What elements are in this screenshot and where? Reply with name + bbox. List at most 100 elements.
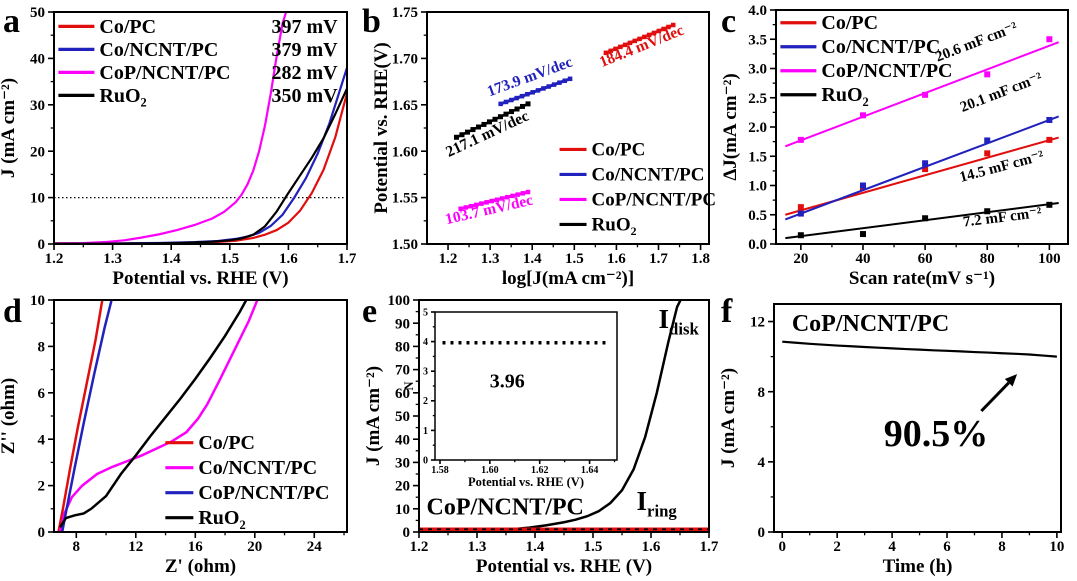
svg-text:2: 2	[38, 479, 46, 495]
svg-text:1.5: 1.5	[748, 149, 767, 165]
svg-text:0: 0	[423, 455, 428, 466]
svg-text:282 mV: 282 mV	[272, 62, 339, 84]
svg-text:80: 80	[980, 251, 995, 267]
svg-text:100: 100	[1038, 251, 1061, 267]
svg-text:10: 10	[30, 191, 45, 207]
svg-text:1.7: 1.7	[700, 539, 718, 555]
svg-text:379 mV: 379 mV	[272, 39, 339, 61]
svg-text:RuO2: RuO2	[592, 215, 637, 239]
svg-text:3.0: 3.0	[748, 62, 767, 78]
svg-text:4: 4	[758, 455, 766, 471]
svg-text:Potential vs. RHE (V): Potential vs. RHE (V)	[468, 475, 584, 489]
svg-text:1.60: 1.60	[392, 144, 418, 160]
svg-text:3.5: 3.5	[748, 32, 767, 48]
chart-oer-lsv: 1.2 1.3 1.4 1.5 1.6 1.7 0 10 20 30 40 50 Potential v…	[0, 3, 357, 289]
svg-text:0.5: 0.5	[748, 208, 767, 224]
svg-text:20: 20	[30, 144, 45, 160]
svg-text:16: 16	[188, 539, 204, 555]
svg-text:CoP/NCNT/PC: CoP/NCNT/PC	[792, 311, 949, 337]
svg-text:8: 8	[73, 539, 81, 555]
svg-text:8: 8	[758, 385, 766, 401]
svg-text:Co/NCNT/PC: Co/NCNT/PC	[592, 165, 705, 186]
svg-text:J (mA cm⁻²): J (mA cm⁻²)	[718, 368, 739, 468]
panel-a-oer-lsv: 1.2 1.3 1.4 1.5 1.6 1.7 0 10 20 30 40 50 Potential v…	[0, 0, 359, 290]
svg-text:CoP/NCNT/PC: CoP/NCNT/PC	[427, 495, 584, 521]
svg-text:1.4: 1.4	[523, 251, 542, 267]
svg-text:ΔJ(mA cm⁻²): ΔJ(mA cm⁻²)	[720, 73, 741, 180]
svg-text:J (mA cm⁻²): J (mA cm⁻²)	[0, 78, 19, 178]
svg-text:N: N	[402, 381, 416, 390]
svg-text:0.0: 0.0	[748, 237, 767, 253]
svg-text:d: d	[3, 293, 22, 330]
svg-text:5: 5	[423, 307, 428, 318]
svg-text:40: 40	[395, 432, 410, 448]
svg-text:20.1 mF cm⁻²: 20.1 mF cm⁻²	[958, 70, 1045, 116]
svg-text:1.4: 1.4	[162, 251, 181, 267]
svg-text:Co/PC: Co/PC	[592, 140, 646, 161]
panel-f-stability: 0 2 4 6 8 10 0 4 8 12 Time (h) J (mA cm⁻²) CoP/NCNT/…	[718, 290, 1077, 580]
svg-text:20: 20	[247, 539, 262, 555]
svg-text:1.75: 1.75	[392, 5, 418, 21]
svg-text:CoP/NCNT/PC: CoP/NCNT/PC	[592, 190, 717, 211]
svg-text:40: 40	[30, 52, 45, 68]
svg-text:1.2: 1.2	[439, 251, 458, 267]
svg-text:1.6: 1.6	[607, 251, 626, 267]
svg-text:Potential vs. RHE (V): Potential vs. RHE (V)	[112, 268, 288, 289]
chart-stability: 0 2 4 6 8 10 0 4 8 12 Time (h) J (mA cm⁻²) CoP/NCNT/…	[718, 293, 1064, 577]
svg-text:Potential vs. RHE (V): Potential vs. RHE (V)	[476, 556, 652, 577]
svg-text:4.0: 4.0	[748, 3, 767, 19]
svg-text:e: e	[362, 293, 377, 330]
svg-text:Potential vs. RHE(V): Potential vs. RHE(V)	[371, 42, 392, 214]
svg-text:b: b	[362, 3, 381, 40]
svg-text:1.6: 1.6	[642, 539, 661, 555]
svg-text:1.55: 1.55	[392, 191, 418, 207]
chart-rrde: 1.2 1.3 1.4 1.5 1.6 1.70102030405060708090100…	[362, 293, 718, 577]
svg-text:Co/NCNT/PC: Co/NCNT/PC	[821, 36, 940, 58]
svg-text:20: 20	[395, 479, 410, 495]
svg-text:RuO2: RuO2	[99, 85, 146, 110]
svg-text:0: 0	[38, 237, 46, 253]
svg-text:50: 50	[395, 409, 410, 425]
svg-text:CoP/NCNT/PC: CoP/NCNT/PC	[821, 60, 952, 82]
svg-text:70: 70	[395, 363, 410, 379]
svg-text:1.0: 1.0	[748, 179, 767, 195]
svg-text:4: 4	[38, 432, 46, 448]
svg-text:3: 3	[423, 367, 428, 378]
svg-text:4: 4	[888, 539, 896, 555]
svg-text:100: 100	[388, 293, 411, 309]
svg-text:90: 90	[395, 316, 410, 332]
svg-text:10: 10	[395, 502, 410, 518]
svg-text:8: 8	[998, 539, 1006, 555]
svg-text:f: f	[721, 293, 733, 330]
svg-text:10: 10	[1049, 539, 1064, 555]
svg-text:217.1 mV/dec: 217.1 mV/dec	[443, 107, 531, 160]
svg-text:1.5: 1.5	[220, 251, 239, 267]
svg-text:J (mA cm⁻²): J (mA cm⁻²)	[363, 366, 384, 466]
panel-b-tafel: 1.2 1.3 1.4 1.5 1.6 1.7 1.8 1.50 1.55 1.60 1.65 1.7…	[359, 0, 718, 290]
svg-text:1.60: 1.60	[481, 465, 499, 476]
svg-text:7.2 mF cm⁻²: 7.2 mF cm⁻²	[962, 205, 1043, 231]
chart-cdl-fits: 20 40 60 80 100 0.0 0.5 1.0 1.5 2.0 2.5 3.0 3.5 4.0 Sc…	[720, 3, 1069, 289]
svg-text:90.5%: 90.5%	[884, 413, 989, 455]
svg-text:1.7: 1.7	[338, 251, 357, 267]
svg-text:1.3: 1.3	[481, 251, 500, 267]
svg-text:2: 2	[833, 539, 841, 555]
panel-d-nyquist: 8 12 16 20 24 0 2 4 6 8 10 Z' (ohm) Z'' (ohm) Co/PC Co…	[0, 290, 359, 580]
svg-text:1.5: 1.5	[565, 251, 584, 267]
svg-text:1.8: 1.8	[691, 251, 710, 267]
svg-text:24: 24	[307, 539, 323, 555]
svg-text:30: 30	[30, 98, 45, 114]
panel-e-rrde: 1.2 1.3 1.4 1.5 1.6 1.7 0 10 20 30 40 50 60 70 80 90 100…	[359, 290, 718, 580]
svg-text:Z'' (ohm): Z'' (ohm)	[0, 378, 19, 455]
svg-text:50: 50	[30, 5, 45, 21]
svg-text:0: 0	[778, 539, 786, 555]
svg-text:1.64: 1.64	[581, 465, 599, 476]
chart-tafel-plots: 1.2 1.3 1.4 1.5 1.6 1.7 1.8 1.50 1.55 1.60 1.65 1.7…	[362, 3, 717, 289]
svg-text:0: 0	[758, 525, 766, 541]
svg-text:1.65: 1.65	[392, 98, 418, 114]
svg-text:RuO2: RuO2	[821, 84, 868, 109]
svg-text:a: a	[3, 3, 20, 40]
svg-text:c: c	[721, 3, 736, 40]
svg-text:2.0: 2.0	[748, 120, 767, 136]
